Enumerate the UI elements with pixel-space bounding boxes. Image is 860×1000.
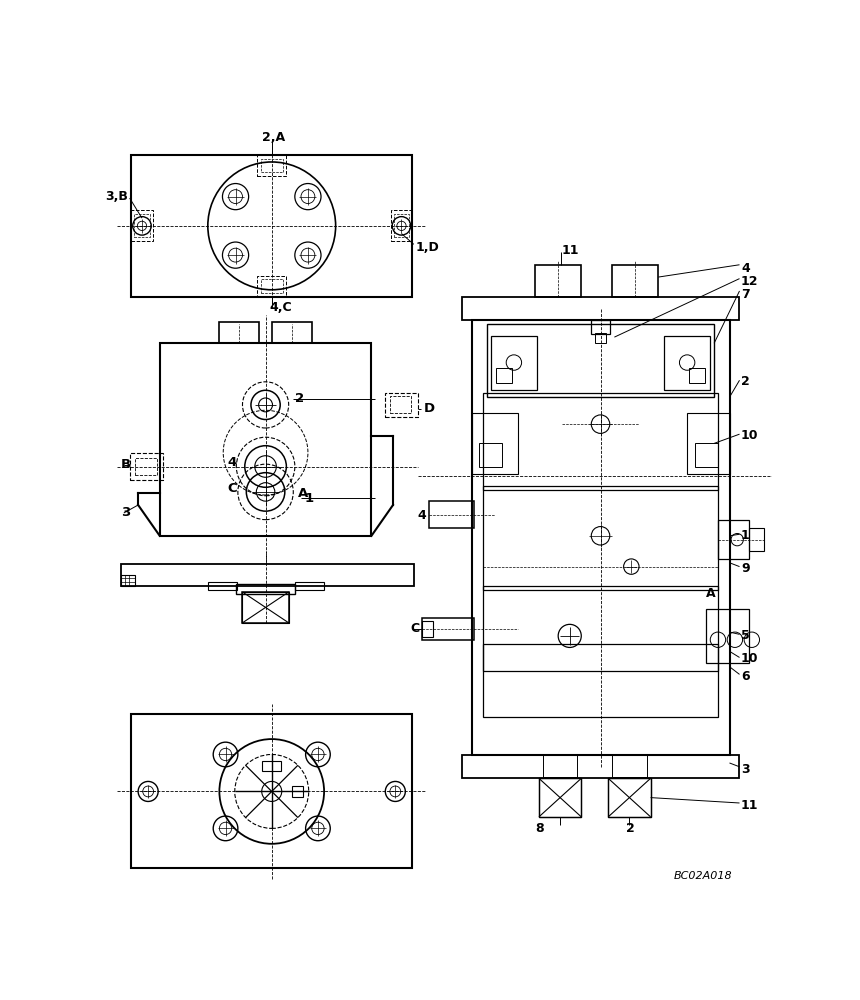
Bar bbox=[121, 564, 414, 586]
Text: 3: 3 bbox=[741, 763, 750, 776]
Bar bbox=[208, 582, 237, 590]
Bar bbox=[219, 322, 260, 343]
Bar bbox=[471, 413, 518, 474]
Text: 1: 1 bbox=[741, 529, 750, 542]
Bar bbox=[390, 210, 412, 241]
Bar bbox=[132, 714, 412, 868]
Text: 5: 5 bbox=[741, 629, 750, 642]
Bar bbox=[608, 778, 650, 817]
Bar bbox=[131, 453, 163, 480]
Text: 4,C: 4,C bbox=[270, 301, 292, 314]
Text: 3: 3 bbox=[121, 506, 131, 519]
Bar bbox=[664, 336, 710, 389]
Text: 10: 10 bbox=[741, 429, 759, 442]
Bar bbox=[261, 279, 283, 293]
Bar bbox=[390, 396, 411, 413]
Text: 1,D: 1,D bbox=[415, 241, 439, 254]
Bar bbox=[421, 618, 474, 640]
Bar bbox=[160, 343, 372, 536]
Text: C: C bbox=[410, 622, 419, 635]
Bar bbox=[483, 586, 718, 671]
Bar bbox=[135, 458, 157, 475]
Bar bbox=[479, 443, 502, 466]
Text: 3,B: 3,B bbox=[105, 190, 128, 203]
Bar bbox=[261, 158, 283, 172]
Bar bbox=[608, 778, 650, 817]
Text: 11: 11 bbox=[562, 244, 580, 257]
Bar bbox=[132, 155, 412, 297]
Bar bbox=[483, 644, 718, 717]
Bar bbox=[463, 755, 739, 778]
Bar bbox=[496, 368, 512, 383]
Bar bbox=[429, 501, 474, 528]
Bar bbox=[262, 761, 281, 771]
Text: 10: 10 bbox=[741, 652, 759, 666]
Text: 12: 12 bbox=[741, 275, 759, 288]
Text: B: B bbox=[121, 458, 132, 471]
Text: 11: 11 bbox=[741, 799, 759, 812]
Bar bbox=[471, 320, 729, 755]
Text: 7: 7 bbox=[741, 288, 750, 301]
Bar bbox=[706, 609, 749, 663]
Text: 1: 1 bbox=[304, 492, 313, 505]
Bar bbox=[132, 210, 153, 241]
Bar bbox=[292, 786, 303, 797]
Bar bbox=[257, 155, 286, 176]
Bar bbox=[487, 324, 714, 397]
Text: 2: 2 bbox=[625, 822, 635, 835]
Bar bbox=[539, 778, 581, 817]
Text: BC02A018: BC02A018 bbox=[673, 871, 732, 881]
Bar bbox=[695, 443, 718, 466]
Bar bbox=[595, 333, 606, 343]
Text: 2,A: 2,A bbox=[261, 131, 285, 144]
Bar bbox=[121, 575, 135, 586]
Bar bbox=[592, 320, 610, 334]
Bar bbox=[718, 520, 749, 559]
Bar bbox=[690, 368, 705, 383]
Bar bbox=[612, 755, 647, 777]
Bar bbox=[483, 393, 718, 490]
Text: 4: 4 bbox=[227, 456, 237, 469]
Text: A: A bbox=[298, 487, 308, 500]
Bar bbox=[491, 336, 537, 389]
Bar bbox=[243, 592, 289, 623]
Bar bbox=[272, 322, 312, 343]
Bar bbox=[421, 621, 433, 637]
Bar bbox=[295, 582, 324, 590]
Text: 2: 2 bbox=[741, 375, 750, 388]
Bar bbox=[749, 528, 765, 551]
Bar bbox=[539, 778, 581, 817]
Bar bbox=[535, 265, 581, 297]
Bar bbox=[257, 276, 286, 297]
Text: 4: 4 bbox=[418, 509, 427, 522]
Text: 6: 6 bbox=[741, 670, 750, 683]
Bar bbox=[243, 592, 289, 623]
Bar bbox=[237, 584, 295, 594]
Bar bbox=[134, 214, 150, 237]
Text: 2: 2 bbox=[295, 392, 304, 405]
Bar bbox=[463, 297, 739, 320]
Text: D: D bbox=[424, 402, 435, 415]
Text: C: C bbox=[227, 482, 237, 495]
Bar bbox=[543, 755, 577, 777]
Bar bbox=[394, 214, 409, 237]
Text: 4: 4 bbox=[741, 262, 750, 275]
Text: 9: 9 bbox=[741, 562, 750, 575]
Text: 8: 8 bbox=[535, 822, 544, 835]
Text: A: A bbox=[706, 587, 716, 600]
Bar bbox=[612, 265, 658, 297]
Bar bbox=[687, 413, 729, 474]
Bar bbox=[483, 486, 718, 590]
Bar bbox=[385, 393, 418, 417]
